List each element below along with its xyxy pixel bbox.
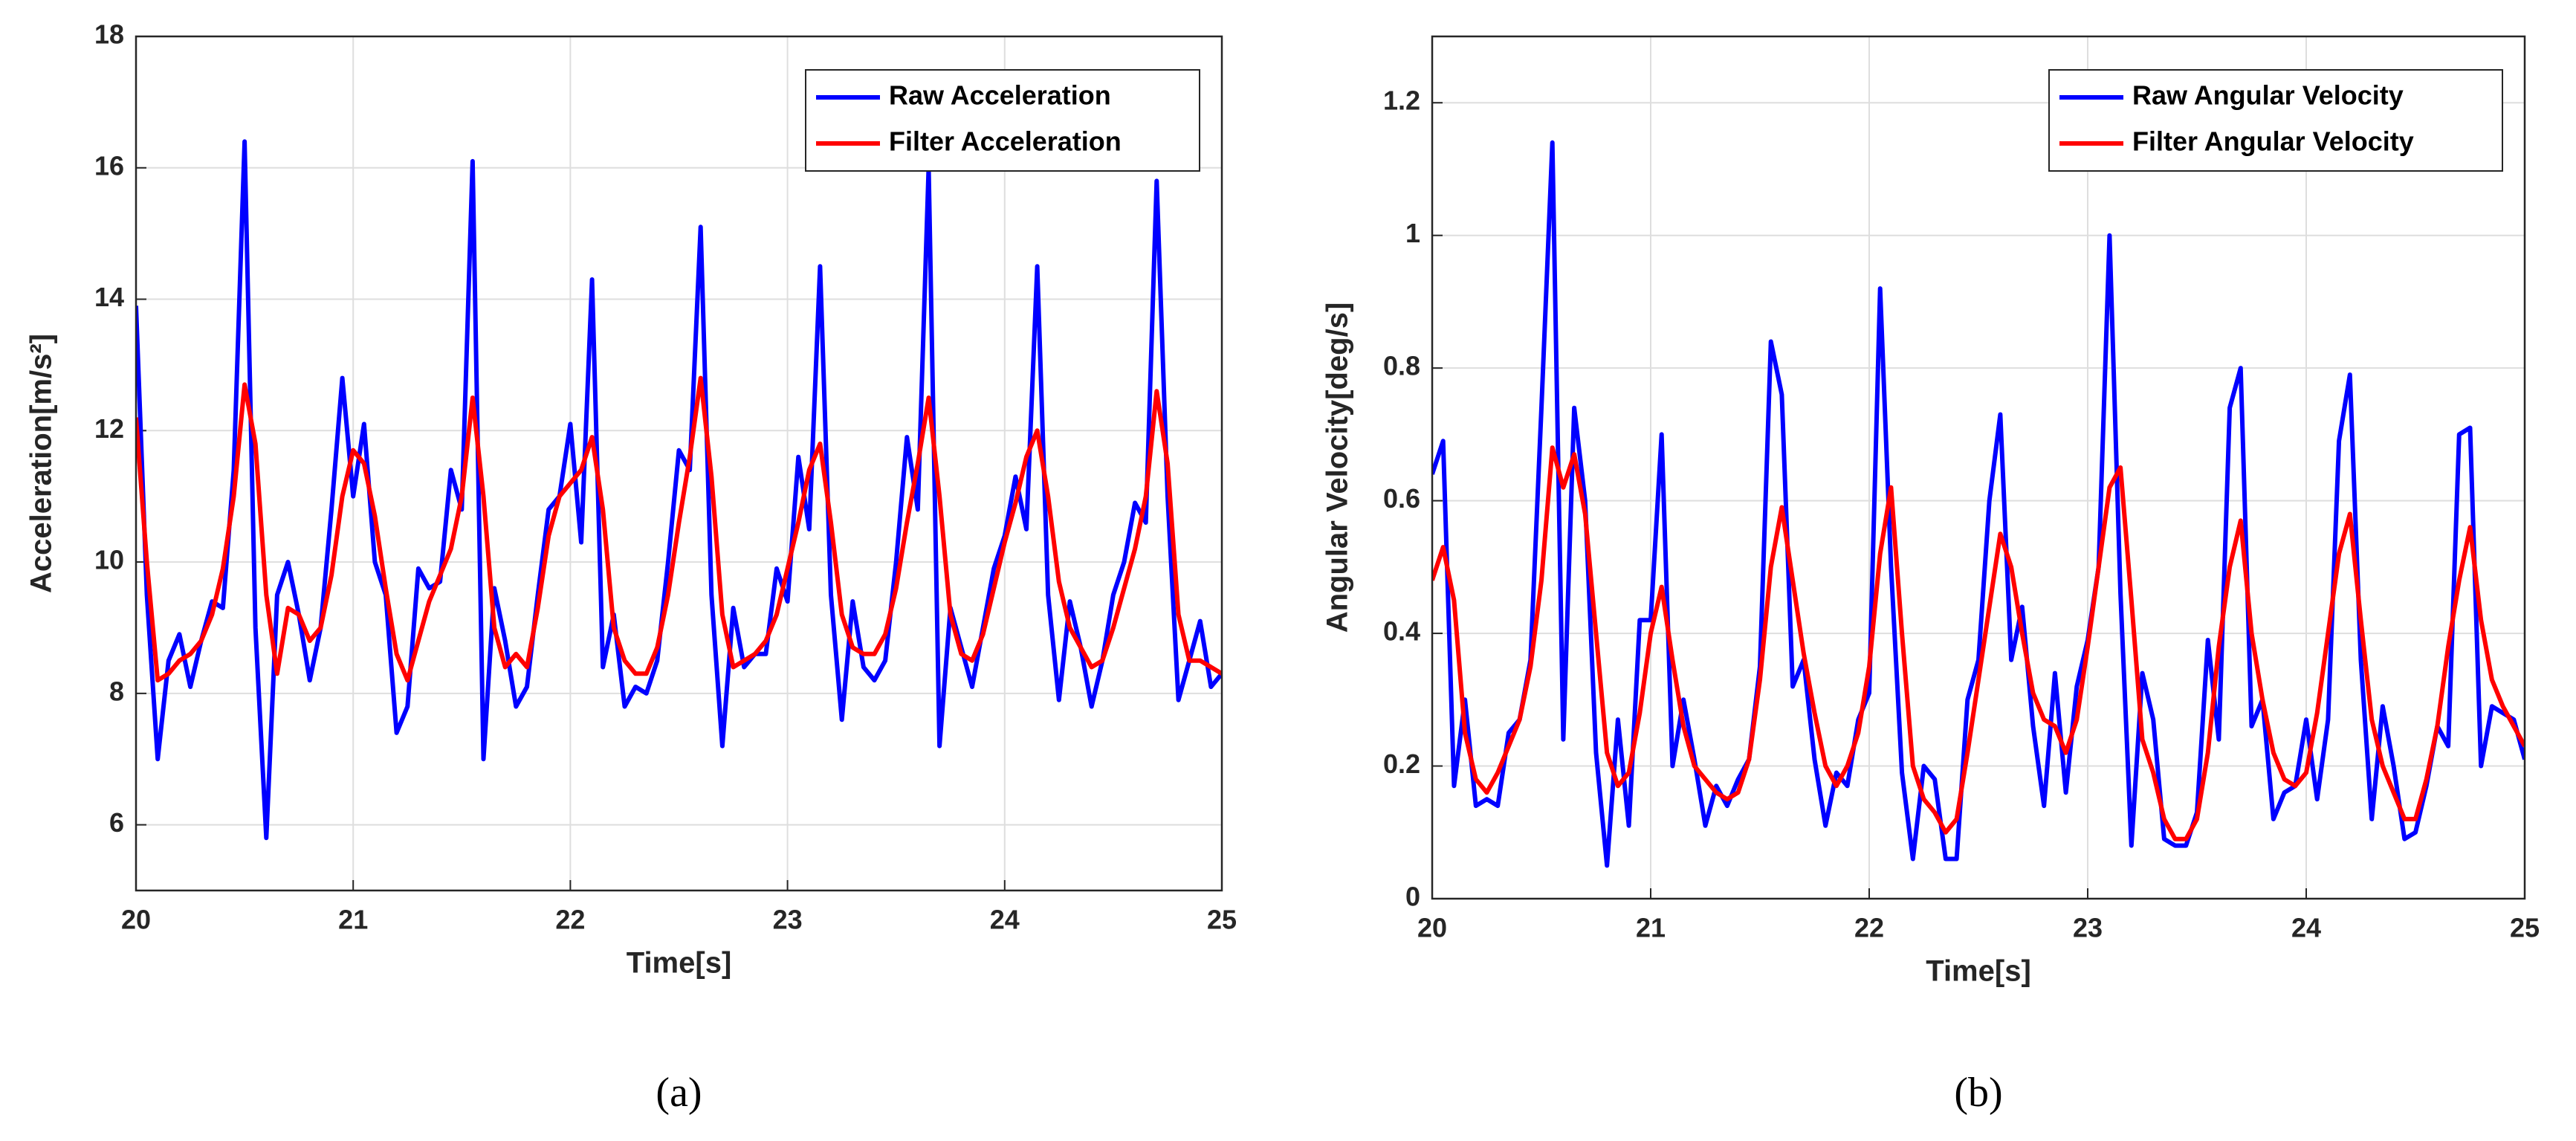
chart: 20 21 22 23 24 25 6 8 10 12 14 16 18 Raw Acceleration… [25,19,1237,1116]
y-tick-label: 0 [1405,882,1420,912]
caption: (a) [656,1070,702,1116]
y-tick-label: 8 [109,676,124,706]
legend: Raw Acceleration Filter Acceleration [805,69,1200,172]
x-tick-label: 25 [2510,913,2540,943]
x-axis-label: Time[s] [627,947,732,980]
legend-box [805,69,1200,172]
x-tick-label: 23 [773,905,803,935]
x-tick-label: 23 [2073,913,2103,943]
legend-label: Filter Acceleration [889,126,1122,157]
axes-box [135,35,1223,892]
y-tick-label: 0.4 [1383,616,1420,647]
x-tick-label: 24 [2291,913,2321,943]
x-tick-label: 21 [1636,913,1666,943]
y-tick-label: 1 [1405,218,1420,248]
y-axis-label: Angular Velocity[deg/s] [1321,303,1354,633]
y-tick-label: 10 [94,545,124,575]
y-tick-label: 16 [94,150,124,181]
y-tick-label: 0.2 [1383,749,1420,779]
y-tick-label: 14 [94,282,124,312]
y-tick-label: 18 [94,19,124,50]
legend-label: Raw Acceleration [889,80,1111,111]
data-line [136,375,1222,683]
x-tick-label: 22 [1854,913,1884,943]
chart: 20 21 22 23 24 25 0 0.2 0.4 0.6 0.8 1 1.2 Raw Angular… [1321,35,2540,1116]
legend: Raw Angular Velocity Filter Angular Veloc… [2048,69,2503,172]
y-tick-label: 1.2 [1383,85,1420,116]
data-line [136,139,1222,841]
y-tick-label: 6 [109,807,124,838]
x-tick-label: 20 [121,905,151,935]
caption: (b) [1954,1070,2002,1116]
x-tick-label: 20 [1417,913,1447,943]
x-tick-label: 24 [990,905,1020,935]
x-tick-label: 22 [555,905,585,935]
legend-label: Filter Angular Velocity [2132,126,2414,157]
y-axis-label: Acceleration[m/s²] [25,334,58,593]
legend-label: Raw Angular Velocity [2132,80,2404,111]
y-tick-label: 0.8 [1383,351,1420,381]
legend-box [2048,69,2503,172]
y-tick-label: 12 [94,413,124,444]
x-axis-label: Time[s] [1926,955,2031,988]
y-tick-label: 0.6 [1383,483,1420,514]
axes-box [1431,35,2526,900]
x-tick-label: 21 [338,905,368,935]
data-line [1432,445,2525,841]
x-tick-label: 25 [1207,905,1237,935]
